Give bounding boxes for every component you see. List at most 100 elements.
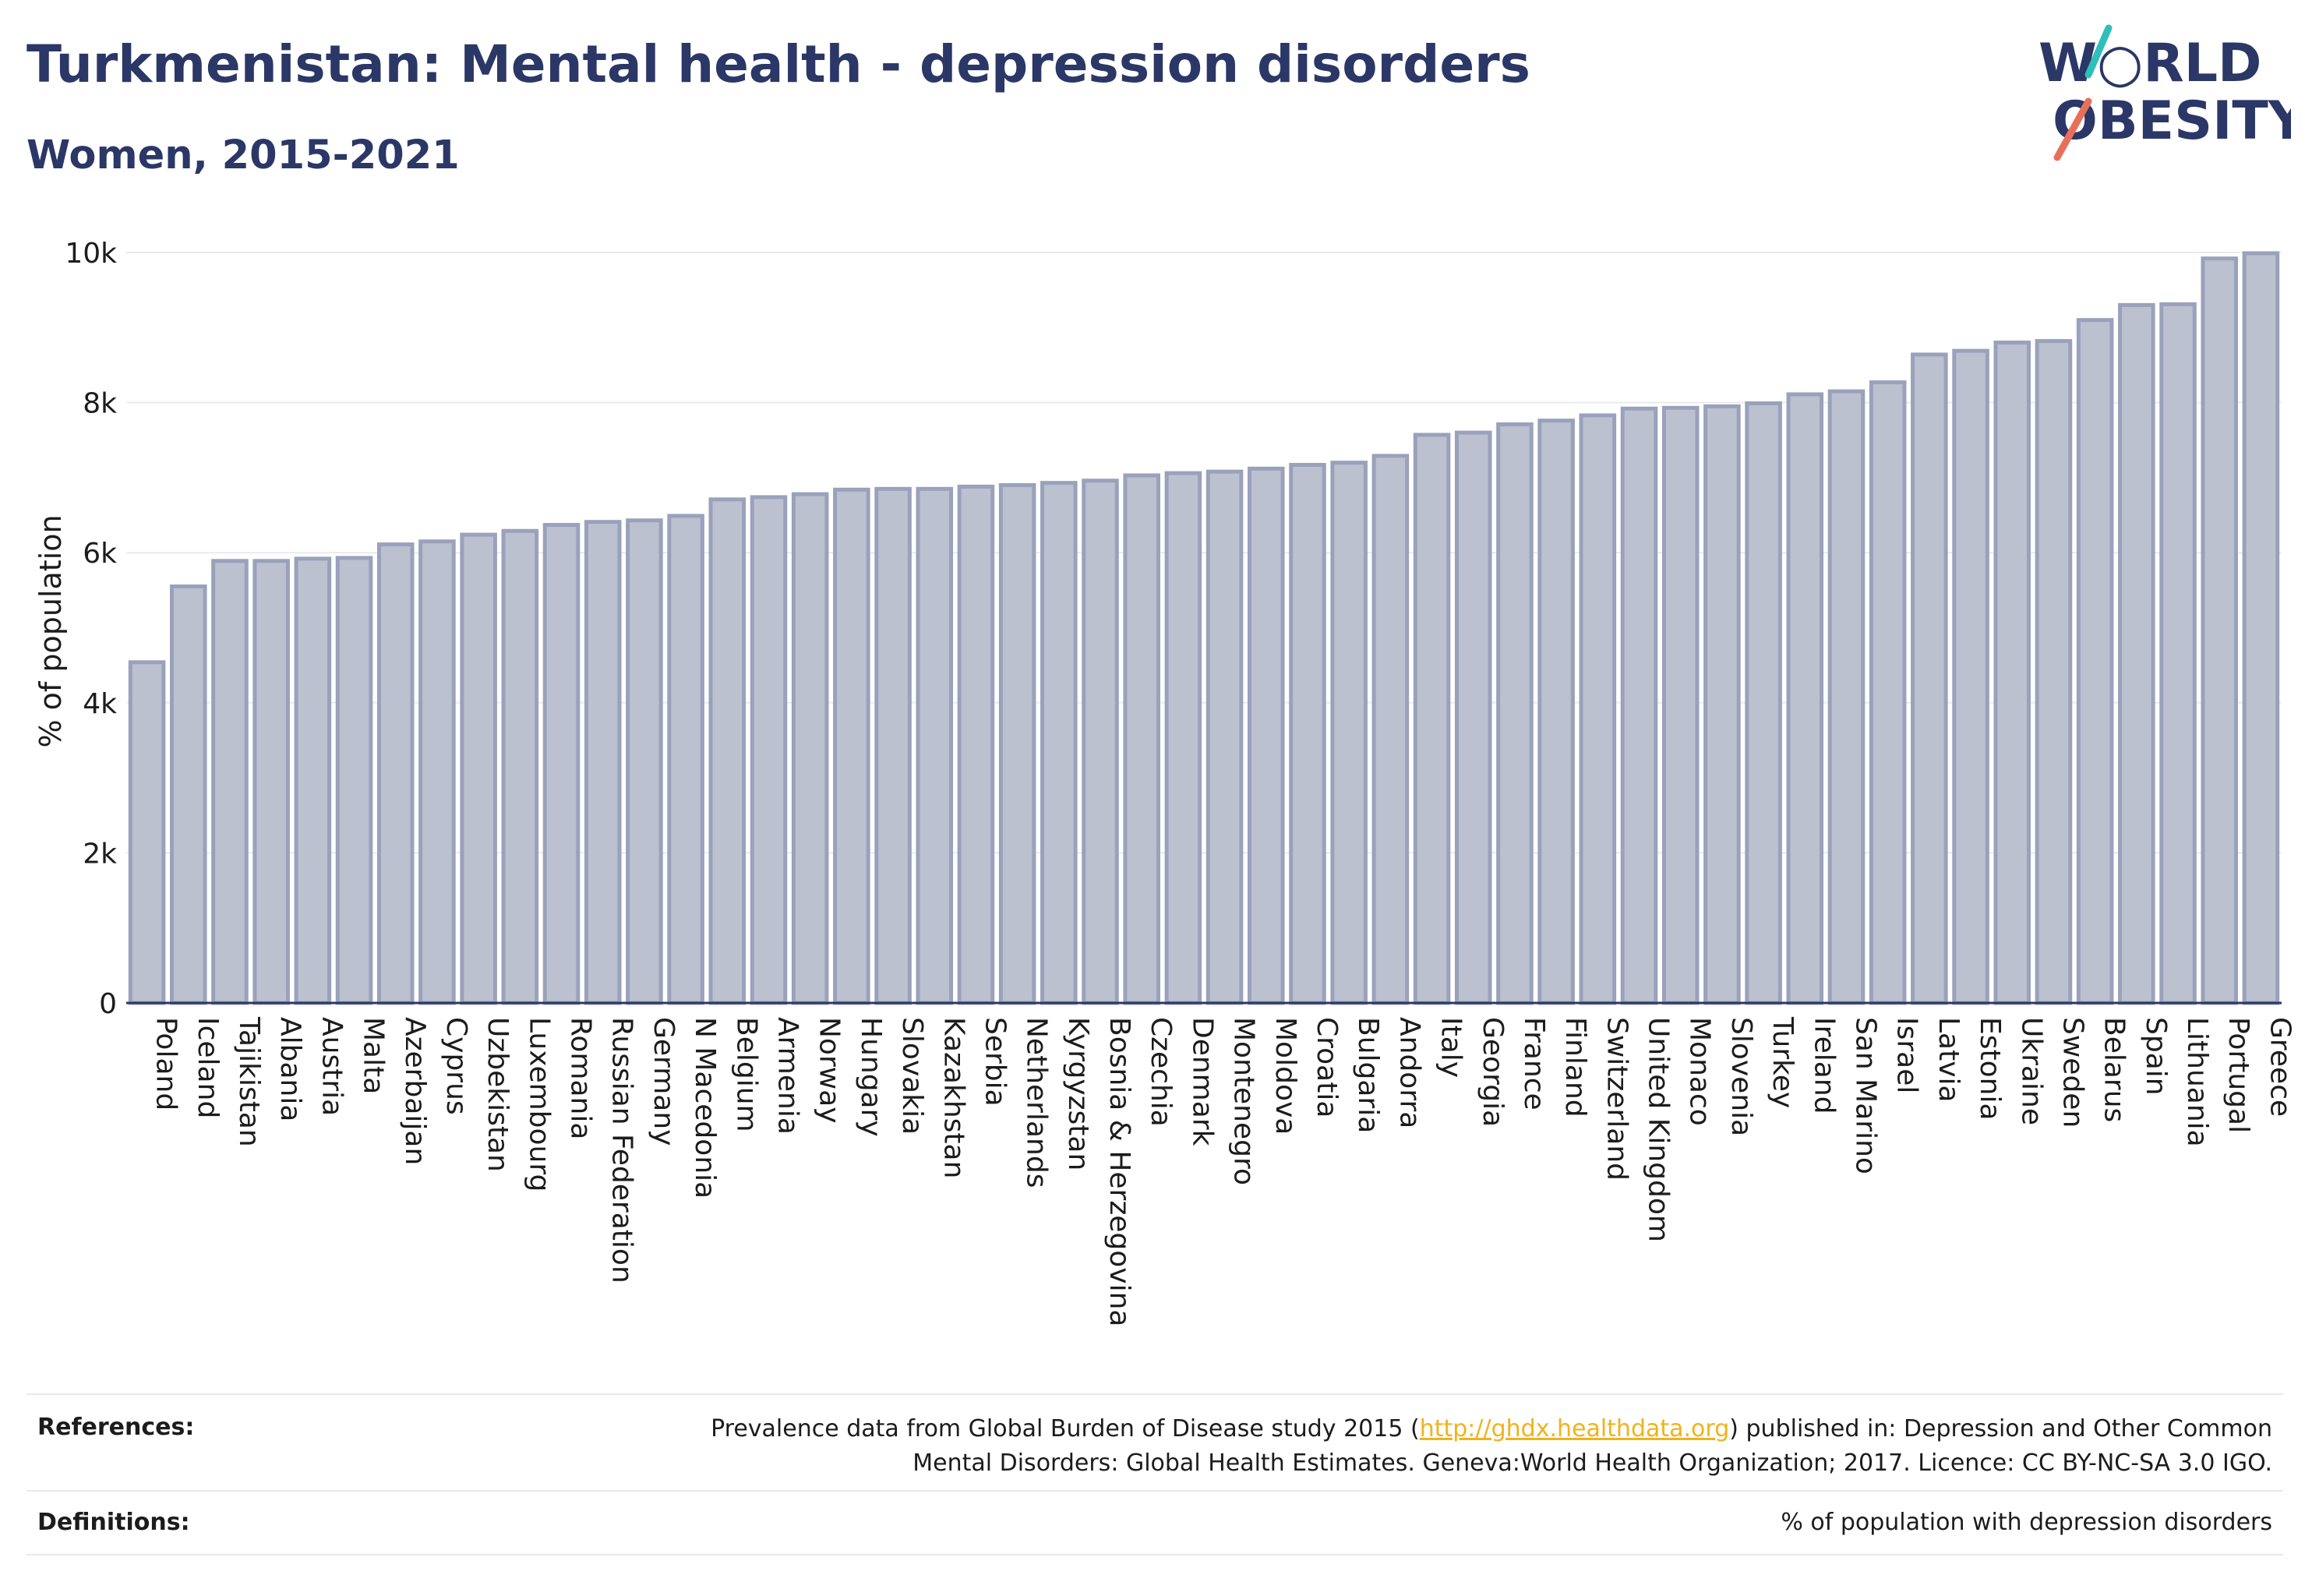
bar [626, 518, 663, 1005]
bar [833, 487, 870, 1005]
definitions-label: Definitions: [37, 1509, 190, 1536]
references-row: References: Prevalence data from Global … [26, 1395, 2283, 1490]
svg-text:W○RLD: W○RLD [2038, 33, 2262, 94]
references-label: References: [37, 1414, 195, 1441]
bar [376, 542, 415, 1005]
bar-chart: 0 2k 4k 6k 8k 10k Poland Iceland Tajikistan Alban… [34, 238, 2296, 1326]
x-tick-label: Andorra [1393, 1017, 1425, 1128]
x-tick-label: Iceland [192, 1017, 224, 1118]
bar [542, 523, 581, 1005]
bars [128, 251, 2280, 1005]
chart-title: Turkmenistan: Mental health - depression… [26, 34, 1530, 94]
footer-divider [26, 1554, 2283, 1555]
x-tick-label: Ireland [1808, 1017, 1840, 1114]
y-tick-label: 6k [83, 538, 117, 570]
bar [1164, 471, 1202, 1005]
bar [1082, 478, 1119, 1005]
bar [294, 556, 332, 1005]
bar [1869, 380, 1907, 1005]
references-line2: Mental Disorders: Global Health Estimate… [912, 1449, 2272, 1477]
bar [1040, 481, 1078, 1005]
x-tick-label: Georgia [1477, 1017, 1509, 1127]
bar [874, 486, 912, 1005]
y-tick-label: 10k [65, 238, 117, 270]
x-tick-label: Cyprus [440, 1017, 472, 1115]
bar [2035, 339, 2073, 1005]
bar [1911, 352, 1948, 1005]
x-tick-label: Slovenia [1725, 1017, 1757, 1136]
bar [1289, 463, 1326, 1005]
x-tick-label: Albania [274, 1017, 306, 1121]
bar [750, 495, 788, 1005]
x-tick-label: Romania [565, 1017, 597, 1139]
x-tick-label: Monaco [1684, 1017, 1716, 1126]
x-tick-label: Greece [2264, 1017, 2296, 1117]
definitions-row: Definitions: % of population with depres… [26, 1492, 2283, 1554]
references-link[interactable]: http://ghdx.healthdata.org [1419, 1415, 1730, 1442]
x-tick-label: Uzbekistan [482, 1017, 514, 1172]
x-tick-label: Italy [1435, 1017, 1467, 1078]
bar [1248, 466, 1285, 1005]
bar [1123, 473, 1160, 1005]
x-tick-label: Poland [150, 1017, 182, 1110]
x-tick-label: United Kingdom [1643, 1017, 1675, 1242]
x-tick-label: Germany [648, 1017, 679, 1146]
bar [2118, 302, 2155, 1005]
bar [584, 520, 622, 1005]
bar [501, 528, 539, 1005]
bar [708, 497, 747, 1005]
y-axis-label: % of population [34, 514, 68, 747]
x-tick-label: Russian Federation [606, 1017, 638, 1284]
world-obesity-logo: W○RLD OBESITY [2038, 24, 2291, 161]
x-tick-label: Norway [814, 1017, 845, 1124]
x-tick-label: Armenia [771, 1017, 803, 1135]
axes: 0 2k 4k 6k 8k 10k Poland Iceland Tajikistan Alban… [65, 238, 2296, 1326]
definitions-text: % of population with depression disorder… [1781, 1509, 2272, 1536]
bar [1827, 389, 1866, 1005]
bar [252, 559, 290, 1005]
x-tick-label: Kazakhstan [937, 1017, 969, 1178]
x-tick-label: Luxembourg [523, 1017, 555, 1192]
x-tick-label: Netherlands [1021, 1017, 1053, 1188]
bar [1579, 413, 1617, 1005]
references-pre: Prevalence data from Global Burden of Di… [711, 1415, 1420, 1442]
x-tick-label: Slovakia [896, 1017, 928, 1135]
bar [418, 539, 456, 1005]
bar [1786, 392, 1824, 1005]
x-tick-label: Portugal [2222, 1017, 2254, 1133]
x-tick-label: Finland [1559, 1017, 1591, 1118]
bar [2159, 302, 2197, 1005]
bar [1745, 401, 1782, 1005]
x-tick-label: Moldova [1269, 1017, 1301, 1135]
x-tick-label: Bulgaria [1352, 1017, 1384, 1133]
x-tick-label: Latvia [1933, 1017, 1964, 1103]
bar [460, 532, 497, 1005]
bar [1454, 430, 1492, 1005]
bar [998, 483, 1036, 1005]
x-tick-label: Estonia [1974, 1017, 2006, 1121]
bar [335, 556, 373, 1005]
references-post: ) published in: Depression and Other Com… [1729, 1415, 2272, 1442]
x-tick-label: Denmark [1186, 1017, 1218, 1146]
x-tick-label: Kyrgyzstan [1062, 1017, 1094, 1171]
x-tick-label: Switzerland [1601, 1017, 1633, 1181]
bar [1661, 405, 1700, 1005]
footer: References: Prevalence data from Global … [26, 1393, 2283, 1555]
x-tick-label: Bosnia & Herzegovina [1103, 1017, 1135, 1326]
x-tick-label: Ukraine [2015, 1017, 2047, 1125]
footer-divider [26, 1490, 2283, 1492]
x-tick-label: San Marino [1849, 1017, 1881, 1174]
bar [791, 492, 829, 1005]
bar [1371, 454, 1410, 1005]
y-tick-label: 4k [83, 688, 117, 720]
bar [1703, 404, 1741, 1005]
x-tick-label: Spain [2140, 1017, 2172, 1096]
x-tick-label: Israel [1891, 1017, 1923, 1093]
y-tick-label: 8k [83, 388, 117, 420]
bar [1620, 406, 1658, 1005]
x-tick-label: Sweden [2056, 1017, 2088, 1128]
x-tick-label: Montenegro [1228, 1017, 1260, 1185]
x-tick-label: Serbia [979, 1017, 1011, 1107]
bar [1537, 418, 1575, 1005]
bar [2076, 318, 2114, 1005]
